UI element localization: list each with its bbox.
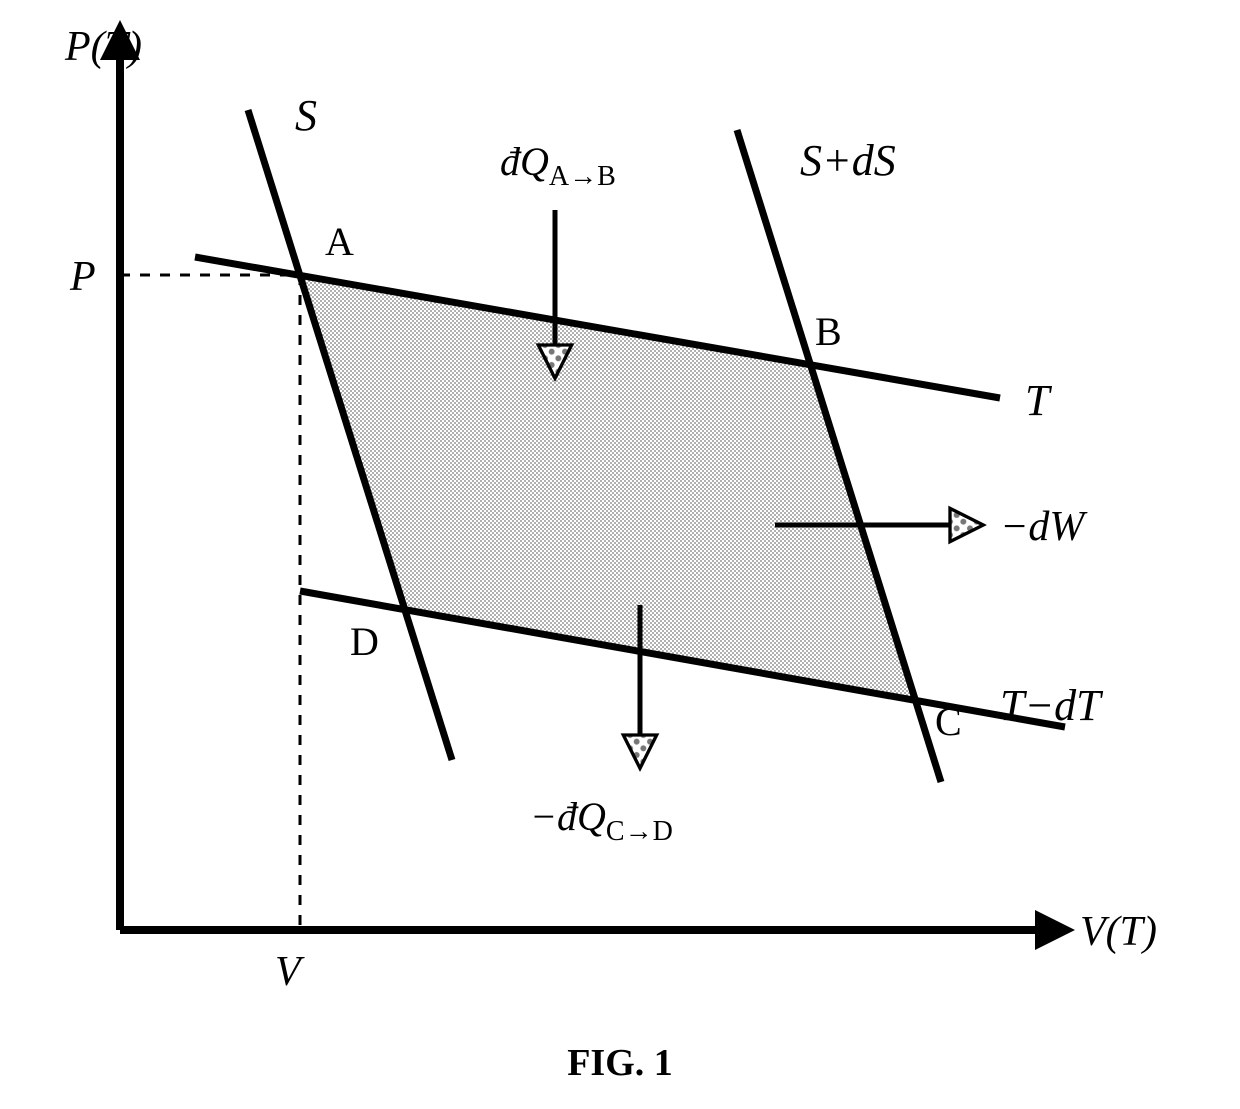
label-t: T	[1025, 376, 1053, 425]
tick-p: P	[69, 254, 96, 300]
label-s: S	[295, 91, 317, 140]
label-dq-cd: −đQC→D	[530, 794, 673, 847]
x-axis-label: V(T)	[1080, 909, 1157, 955]
figure-caption: FIG. 1	[567, 1042, 673, 1084]
tick-v: V	[275, 949, 305, 995]
point-d: D	[350, 619, 379, 664]
label-tdt: T−dT	[1000, 681, 1104, 730]
label-sds: S+dS	[800, 136, 896, 185]
label-dq-ab: đQA→B	[500, 139, 616, 192]
point-a: A	[325, 219, 354, 264]
point-b: B	[815, 309, 842, 354]
label-dw: −dW	[1000, 504, 1088, 550]
y-axis-label: P(T)	[64, 24, 142, 70]
point-c: C	[935, 699, 962, 744]
pv-diagram: P(T) V(T) P V S S+dS T T−dT A B C D đQA→…	[0, 0, 1240, 1109]
